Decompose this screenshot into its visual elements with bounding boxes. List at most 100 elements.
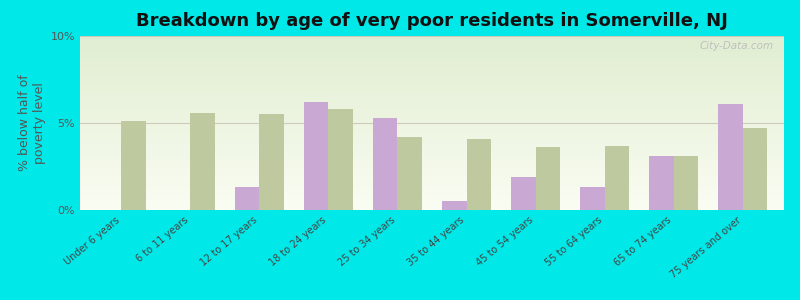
Bar: [80, 53, 784, 55]
Bar: [442, 201, 466, 210]
Bar: [80, 146, 784, 147]
Bar: [80, 147, 784, 149]
Bar: [80, 206, 784, 208]
Bar: [80, 132, 784, 134]
Bar: [80, 52, 784, 53]
Bar: [80, 137, 784, 139]
Bar: [329, 109, 353, 210]
Bar: [80, 66, 784, 67]
Bar: [80, 189, 784, 191]
Bar: [718, 104, 742, 210]
Bar: [80, 194, 784, 196]
Bar: [235, 188, 259, 210]
Bar: [80, 62, 784, 64]
Bar: [80, 119, 784, 121]
Bar: [80, 184, 784, 186]
Bar: [80, 107, 784, 109]
Bar: [80, 134, 784, 135]
Bar: [80, 154, 784, 156]
Bar: [80, 121, 784, 123]
Bar: [304, 102, 329, 210]
Bar: [80, 123, 784, 125]
Bar: [80, 149, 784, 151]
Bar: [80, 50, 784, 52]
Bar: [80, 106, 784, 107]
Bar: [80, 93, 784, 95]
Bar: [122, 121, 146, 210]
Bar: [80, 111, 784, 112]
Bar: [80, 45, 784, 46]
Bar: [80, 88, 784, 90]
Bar: [80, 76, 784, 78]
Bar: [80, 97, 784, 99]
Bar: [80, 80, 784, 81]
Bar: [535, 147, 560, 210]
Bar: [80, 55, 784, 57]
Bar: [80, 182, 784, 184]
Bar: [80, 64, 784, 66]
Bar: [80, 90, 784, 92]
Bar: [80, 177, 784, 179]
Bar: [80, 41, 784, 43]
Bar: [80, 172, 784, 173]
Bar: [80, 165, 784, 167]
Bar: [80, 163, 784, 165]
Bar: [80, 118, 784, 119]
Bar: [80, 74, 784, 76]
Bar: [80, 188, 784, 189]
Bar: [80, 99, 784, 100]
Bar: [80, 100, 784, 102]
Bar: [80, 208, 784, 210]
Bar: [80, 151, 784, 153]
Bar: [80, 71, 784, 73]
Bar: [374, 118, 398, 210]
Bar: [80, 86, 784, 88]
Bar: [80, 175, 784, 177]
Bar: [80, 116, 784, 118]
Bar: [80, 201, 784, 203]
Bar: [80, 205, 784, 206]
Bar: [80, 196, 784, 198]
Bar: [80, 158, 784, 160]
Bar: [80, 186, 784, 188]
Bar: [605, 146, 629, 210]
Bar: [674, 156, 698, 210]
Bar: [80, 139, 784, 140]
Text: City-Data.com: City-Data.com: [699, 41, 774, 51]
Bar: [259, 114, 284, 210]
Bar: [80, 167, 784, 168]
Bar: [80, 114, 784, 116]
Bar: [80, 46, 784, 48]
Bar: [190, 112, 214, 210]
Bar: [80, 67, 784, 69]
Bar: [80, 109, 784, 111]
Bar: [80, 69, 784, 71]
Bar: [650, 156, 674, 210]
Bar: [80, 161, 784, 163]
Bar: [80, 180, 784, 182]
Bar: [80, 160, 784, 161]
Bar: [80, 58, 784, 60]
Bar: [80, 112, 784, 114]
Bar: [80, 198, 784, 200]
Bar: [398, 137, 422, 210]
Bar: [80, 43, 784, 45]
Bar: [80, 144, 784, 146]
Bar: [80, 104, 784, 106]
Bar: [80, 73, 784, 74]
Bar: [580, 188, 605, 210]
Bar: [80, 128, 784, 130]
Bar: [80, 191, 784, 193]
Bar: [742, 128, 766, 210]
Bar: [80, 125, 784, 127]
Bar: [80, 36, 784, 38]
Bar: [80, 142, 784, 144]
Bar: [80, 48, 784, 50]
Bar: [80, 57, 784, 58]
Bar: [80, 193, 784, 194]
Bar: [80, 92, 784, 93]
Bar: [80, 40, 784, 41]
Y-axis label: % below half of
poverty level: % below half of poverty level: [18, 75, 46, 171]
Bar: [511, 177, 535, 210]
Bar: [80, 81, 784, 83]
